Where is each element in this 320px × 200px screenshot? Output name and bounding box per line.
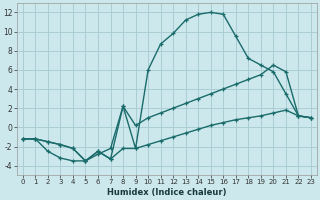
X-axis label: Humidex (Indice chaleur): Humidex (Indice chaleur) <box>107 188 227 197</box>
